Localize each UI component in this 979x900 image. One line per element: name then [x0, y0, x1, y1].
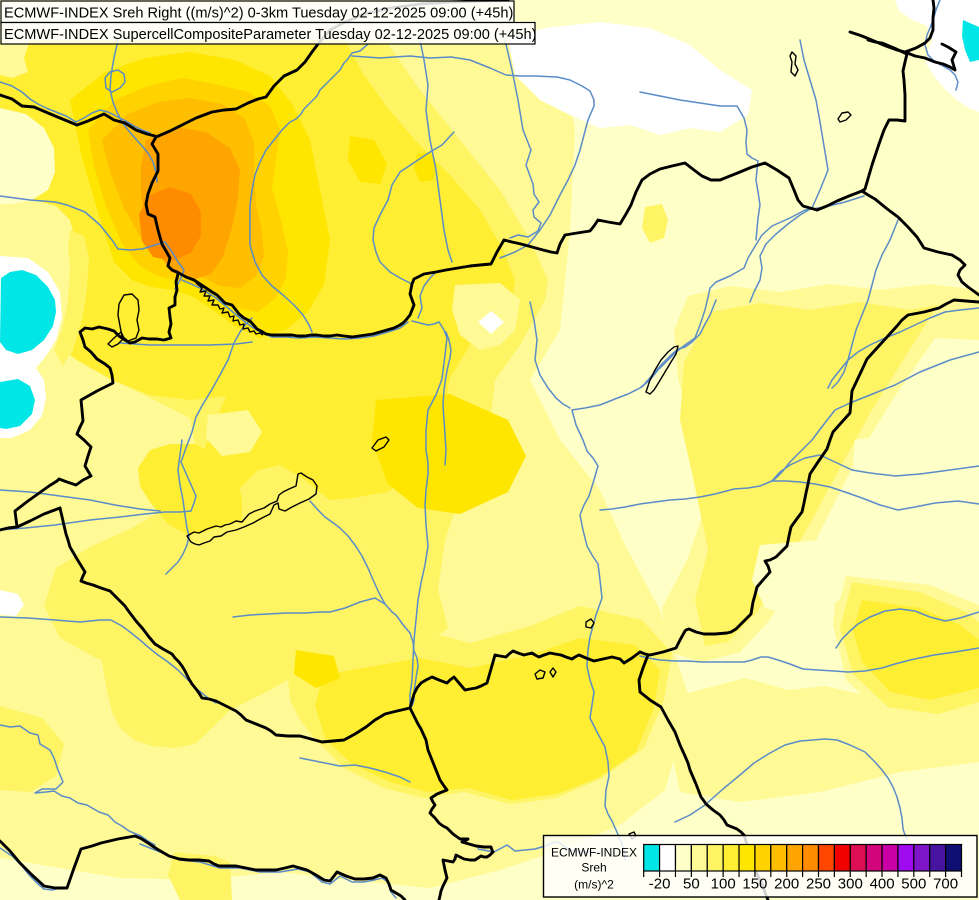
- svg-text:ECMWF-INDEX Sreh Right ((m/s)^: ECMWF-INDEX Sreh Right ((m/s)^2) 0-3km T…: [4, 6, 513, 22]
- svg-text:-20: -20: [649, 876, 671, 893]
- svg-text:50: 50: [683, 876, 700, 893]
- svg-text:ECMWF-INDEX SupercellComposite: ECMWF-INDEX SupercellCompositeParameter …: [4, 27, 537, 43]
- svg-text:500: 500: [901, 876, 926, 893]
- svg-text:(m/s)^2: (m/s)^2: [574, 878, 614, 892]
- svg-text:200: 200: [774, 876, 799, 893]
- svg-text:250: 250: [806, 876, 831, 893]
- svg-text:ECMWF-INDEX: ECMWF-INDEX: [551, 846, 637, 860]
- svg-text:150: 150: [742, 876, 767, 893]
- svg-text:400: 400: [870, 876, 895, 893]
- svg-text:100: 100: [711, 876, 736, 893]
- svg-text:Sreh: Sreh: [581, 861, 606, 875]
- svg-text:300: 300: [838, 876, 863, 893]
- svg-text:700: 700: [933, 876, 958, 893]
